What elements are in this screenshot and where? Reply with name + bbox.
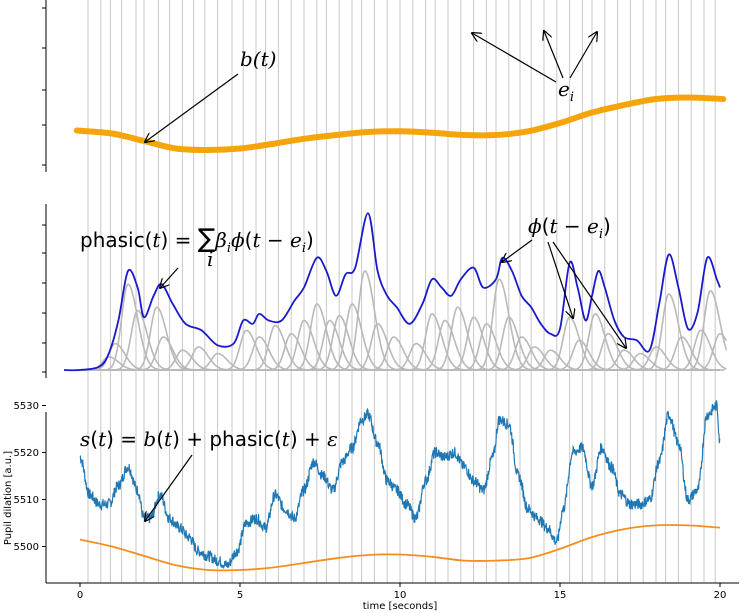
events-arrow-2 [544,31,564,79]
signal-y-ticks: 5500 5510 5520 5530 [14,401,46,553]
y-tick-label-0: 5500 [14,542,39,553]
events-label: ei [558,77,574,105]
y-tick-label-3: 5530 [14,401,39,412]
event-lines [87,0,716,583]
signal-baseline-line [79,524,721,572]
kernel-arrow-2 [547,241,573,318]
events-arrow-1 [472,33,557,83]
events-arrow-3 [569,32,597,79]
kernel-arrow-3 [552,241,626,348]
kernel-curve-25 [470,278,549,371]
x-tick-label-0: 0 [77,590,83,601]
kernel-curve-11 [275,319,354,371]
baseline-y-ticks [42,7,46,166]
phasic-arrow [160,267,179,288]
y-tick-label-1: 5510 [14,495,39,506]
signal-arrow [145,454,193,521]
kernel-arrow-1 [502,239,533,262]
signal-line [79,400,721,569]
signal-x-ticks: 0 5 10 15 20 [77,583,727,601]
kernel-label: ϕ(t − ei) [528,214,611,242]
phasic-sum-index: i [207,247,213,271]
kernel-curves [78,270,728,371]
x-tick-label-2: 10 [394,590,407,601]
x-tick-label-3: 15 [554,590,567,601]
phasic-label: phasic(t) = ∑βiϕ(t − ei) [80,224,314,256]
x-tick-label-4: 20 [714,590,727,601]
y-tick-label-2: 5520 [14,448,39,459]
phasic-line [63,212,721,372]
y-axis-label: Pupil dilation [a.u.] [3,451,14,545]
baseline-line [73,94,727,154]
signal-label: s(t) = b(t) + phasic(t) + ε [80,427,338,451]
signal-panel: 5500 5510 5520 5530 0 5 10 15 20 s(t) = b(t) + … [3,400,739,612]
kernel-curve-13 [300,319,380,371]
x-tick-label-1: 5 [237,590,243,601]
baseline-label: b(t) [240,47,276,71]
x-axis-label: time [seconds] [363,601,438,612]
baseline-arrow [145,73,239,142]
kernel-curve-28 [505,346,584,371]
phasic-y-ticks [42,224,46,373]
phasic-panel: phasic(t) = ∑βiϕ(t − ei) i ϕ(t − ei) [42,204,728,378]
